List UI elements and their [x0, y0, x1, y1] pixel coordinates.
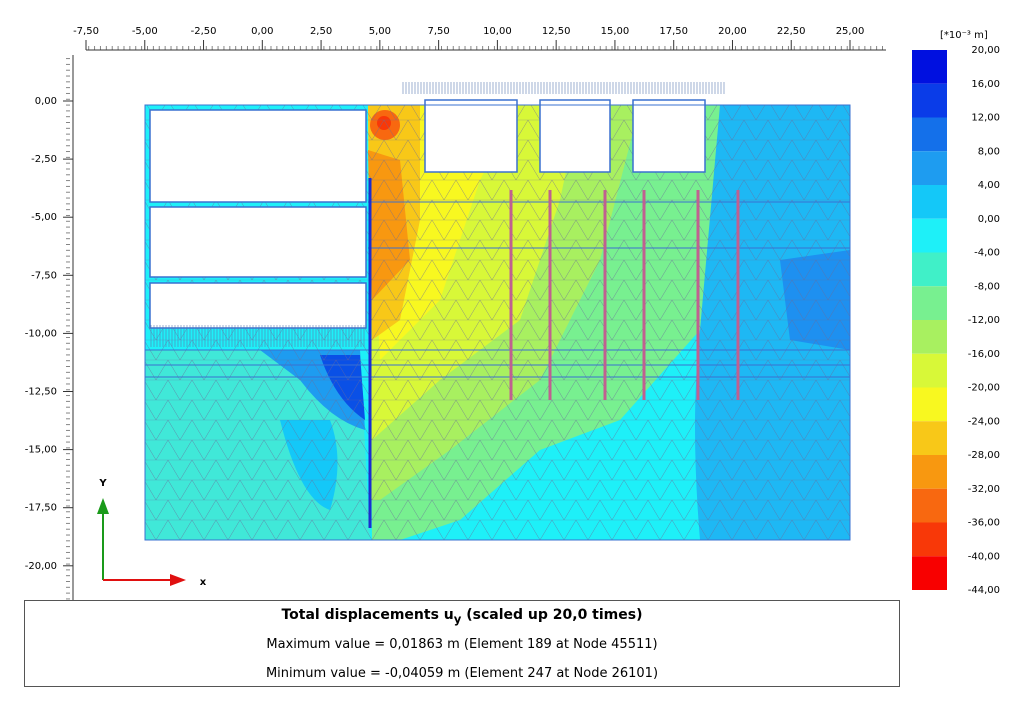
x-tick-label: 10,00: [483, 26, 512, 37]
load: [150, 325, 366, 347]
legend-label: -28,00: [968, 450, 1000, 461]
title-main: Total displacements u: [281, 607, 454, 623]
min-value: Minimum value = -0,04059 m (Element 247 …: [265, 666, 659, 681]
info-title: Total displacements uy (scaled up 20,0 t…: [25, 607, 899, 626]
legend-label: -44,00: [968, 585, 1000, 596]
y-arrowhead: [97, 498, 109, 514]
x-tick-label: 0,00: [251, 26, 273, 37]
legend-band: [912, 387, 947, 422]
legend-band: [912, 286, 947, 320]
x-tick-label: 2,50: [310, 26, 332, 37]
legend-band: [912, 455, 947, 489]
legend-label: -16,00: [968, 349, 1000, 360]
x-tick-label: 17,50: [659, 26, 688, 37]
legend-label: -4,00: [974, 248, 1000, 259]
x-arrowhead: [170, 574, 186, 586]
legend-band: [912, 151, 947, 185]
legend-band: [912, 320, 947, 354]
x-tick-label: 20,00: [718, 26, 747, 37]
legend-band: [912, 252, 947, 287]
piles: [509, 190, 740, 400]
legend-band: [912, 556, 947, 590]
x-ruler: [86, 40, 886, 50]
legend-label: 20,00: [971, 45, 1000, 56]
y-tick-label: -15,00: [25, 445, 57, 456]
x-tick-label: 15,00: [601, 26, 630, 37]
legend-unit: [*10⁻³ m]: [940, 30, 988, 41]
legend-label: -8,00: [974, 281, 1000, 292]
x-tick-label: 5,00: [369, 26, 391, 37]
legend-label: -36,00: [968, 518, 1000, 529]
legend-band: [912, 218, 947, 253]
legend-label: -32,00: [968, 484, 1000, 495]
load: [402, 82, 725, 94]
info-box: Total displacements uy (scaled up 20,0 t…: [24, 600, 900, 687]
y-tick-label: -20,00: [25, 561, 57, 572]
x-tick-label: -7,50: [73, 26, 99, 37]
x-tick-label: 7,50: [427, 26, 449, 37]
y-tick-label: -7,50: [31, 270, 57, 281]
y-ticks: 0,00 -2,50 -5,00 -7,50 -10,00 -12,50 -15,00 -17…: [25, 96, 73, 572]
x-tick-label: 22,50: [777, 26, 806, 37]
legend-label: 12,00: [971, 113, 1000, 124]
y-tick-label: 0,00: [35, 96, 57, 107]
x-label: x: [200, 577, 207, 588]
y-ruler: [63, 55, 73, 600]
x-tick-label: 25,00: [836, 26, 865, 37]
legend-label: 0,00: [978, 214, 1000, 225]
legend-band: [912, 185, 947, 219]
max-value: Maximum value = 0,01863 m (Element 189 a…: [266, 637, 658, 652]
legend-band: [912, 50, 947, 84]
x-ticks: -7,50 -5,00 -2,50 0,00 2,50 5,00 7,50 10,00 12,5…: [73, 26, 864, 50]
x-tick-label: -2,50: [191, 26, 217, 37]
title-sub: y: [453, 611, 462, 626]
legend-label: 4,00: [978, 180, 1000, 191]
plot-view: -7,50 -5,00 -2,50 0,00 2,50 5,00 7,50 10,00 12,5…: [25, 26, 1000, 600]
legend-label: -40,00: [968, 551, 1000, 562]
title-suffix: (scaled up 20,0 times): [466, 607, 643, 623]
y-tick-label: -2,50: [31, 154, 57, 165]
x-tick-label: 12,50: [542, 26, 571, 37]
legend-band: [912, 353, 947, 388]
x-tick-label: -5,00: [132, 26, 158, 37]
legend-label: -12,00: [968, 315, 1000, 326]
y-tick-label: -17,50: [25, 503, 57, 514]
legend-band: [912, 117, 947, 152]
domain-border: [144, 104, 851, 541]
soil-layers: [145, 201, 850, 378]
legend-label: 8,00: [978, 146, 1000, 157]
y-label: Y: [98, 478, 107, 489]
legend-band: [912, 522, 947, 557]
y-tick-label: -5,00: [31, 212, 57, 223]
legend-band: [912, 83, 947, 118]
legend-band: [912, 488, 947, 523]
legend-label: -20,00: [968, 383, 1000, 394]
legend-band: [912, 421, 947, 455]
legend: [*10⁻³ m] 20,00 16,00 12,00 8,00 4,00 0,00 -4,…: [912, 30, 1000, 596]
y-tick-label: -12,50: [25, 387, 57, 398]
legend-label: 16,00: [971, 79, 1000, 90]
legend-label: -24,00: [968, 416, 1000, 427]
y-tick-label: -10,00: [25, 328, 57, 339]
structure: [149, 99, 706, 329]
